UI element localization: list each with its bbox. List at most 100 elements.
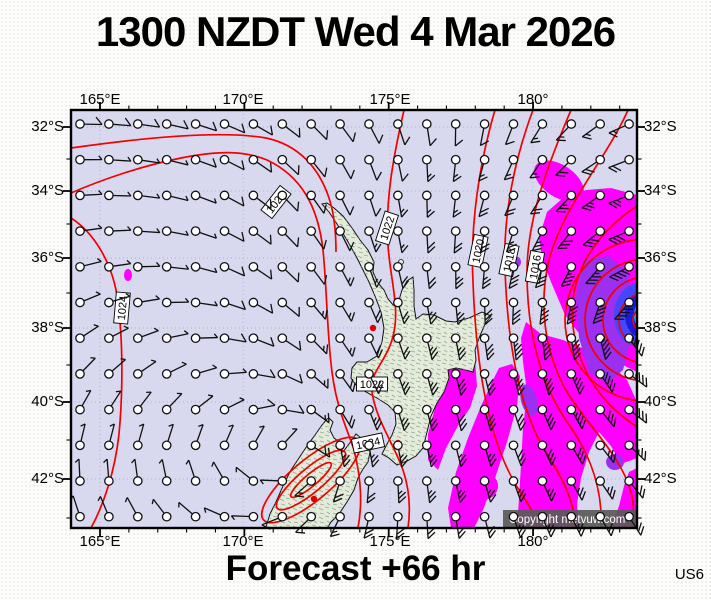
wind-barb xyxy=(537,476,557,502)
wind-barb xyxy=(364,476,376,504)
wind-barb xyxy=(508,404,527,431)
wind-barb xyxy=(530,119,548,144)
wind-barb xyxy=(306,190,327,214)
lat-label-right: 42°S xyxy=(644,470,677,487)
wind-barb xyxy=(104,226,132,236)
wind-barb xyxy=(595,476,616,500)
isobar-1018 xyxy=(503,110,576,528)
wind-barb xyxy=(421,297,438,325)
wind-barb xyxy=(335,297,356,322)
wind-barb xyxy=(132,391,152,415)
wind-barb xyxy=(131,458,143,486)
wind-barb xyxy=(277,190,300,212)
wind-barb xyxy=(335,369,356,393)
lat-label-right: 32°S xyxy=(644,118,677,135)
wind-barb xyxy=(190,226,218,239)
wind-barb xyxy=(450,154,462,183)
wind-barb xyxy=(421,190,435,218)
wind-barb xyxy=(161,330,189,344)
isobar-low-ring xyxy=(584,258,637,382)
wind-barb xyxy=(503,154,519,181)
lat-label-left: 40°S xyxy=(31,393,64,410)
isobar-1012 xyxy=(571,205,637,428)
isobar-ridge-loop xyxy=(275,449,347,511)
wind-barb xyxy=(508,261,520,289)
wind-barb xyxy=(295,511,317,534)
wind-barb xyxy=(306,226,327,250)
wind-barb xyxy=(104,117,132,129)
wind-barb xyxy=(450,511,466,539)
north-island-texture xyxy=(322,203,491,465)
isobar-1014 xyxy=(543,110,635,528)
wind-barb xyxy=(364,190,382,217)
lat-label-left: 34°S xyxy=(31,182,64,199)
wind-barb xyxy=(306,119,329,141)
wind-barb xyxy=(450,476,467,503)
wind-barb xyxy=(478,190,490,218)
wind-barb xyxy=(248,261,273,280)
wind-barb xyxy=(479,333,495,361)
wind-barb xyxy=(582,226,606,248)
wind-barb xyxy=(277,261,300,283)
wind-barb xyxy=(537,369,555,396)
svg-text:1020: 1020 xyxy=(471,238,488,264)
lat-label-left: 38°S xyxy=(31,319,64,336)
wind-barb xyxy=(277,297,300,318)
wind-barb xyxy=(248,297,274,314)
wind-barb xyxy=(393,190,409,218)
wind-barb xyxy=(75,357,96,379)
wind-barb xyxy=(132,295,160,308)
city-dot xyxy=(310,495,318,503)
wind-barb xyxy=(294,476,317,498)
wind-barb xyxy=(335,190,355,216)
wind-barb xyxy=(614,297,634,320)
wind-barb xyxy=(595,511,616,537)
isobar-1020 xyxy=(471,110,538,528)
wind-barb xyxy=(581,190,606,211)
wind-barb xyxy=(132,327,159,344)
wind-barb xyxy=(104,259,132,272)
isobar-low-ring xyxy=(632,309,637,331)
wind-barb xyxy=(393,297,410,324)
wind-barb xyxy=(393,440,409,468)
rain-area-heavy xyxy=(576,256,633,384)
wind-barb xyxy=(161,361,187,379)
wind-barb xyxy=(450,369,468,396)
wind-barb xyxy=(421,119,437,147)
wind-barbs xyxy=(69,116,648,540)
wind-barb xyxy=(595,404,617,428)
lat-label-right: 36°S xyxy=(644,249,677,266)
isobar-1016 xyxy=(526,110,603,528)
wind-barb xyxy=(478,154,490,182)
lat-label-left: 42°S xyxy=(31,470,64,487)
wind-barb xyxy=(592,297,607,324)
wind-barb xyxy=(161,261,190,272)
wind-barb xyxy=(132,118,161,129)
wind-barb xyxy=(624,369,648,388)
wind-barb xyxy=(335,404,356,429)
city-dot xyxy=(369,324,377,332)
wind-barb xyxy=(161,226,189,236)
wind-barb xyxy=(104,325,129,344)
wind-barb xyxy=(132,359,157,379)
wind-barb xyxy=(158,459,172,486)
wind-barb xyxy=(581,154,606,176)
wind-barb xyxy=(537,440,557,466)
wind-barb xyxy=(566,333,582,361)
wind-barb xyxy=(306,154,328,178)
wind-barb xyxy=(479,261,492,290)
wind-barb xyxy=(75,258,102,272)
wind-barb xyxy=(190,261,218,274)
wind-barb xyxy=(421,226,436,254)
wind-barb xyxy=(585,261,606,285)
weather-map-canvas: 10241022102010181016102410221024Copyrigh… xyxy=(63,102,648,540)
wind-barb xyxy=(219,261,246,277)
wind-barb xyxy=(235,466,259,486)
wind-barb xyxy=(124,497,143,522)
lat-label-left: 36°S xyxy=(31,249,64,266)
wind-barb xyxy=(104,292,131,308)
wind-barb xyxy=(151,498,172,522)
lat-label-left: 32°S xyxy=(31,118,64,135)
wind-barb xyxy=(104,423,115,451)
wind-barb xyxy=(608,154,634,173)
